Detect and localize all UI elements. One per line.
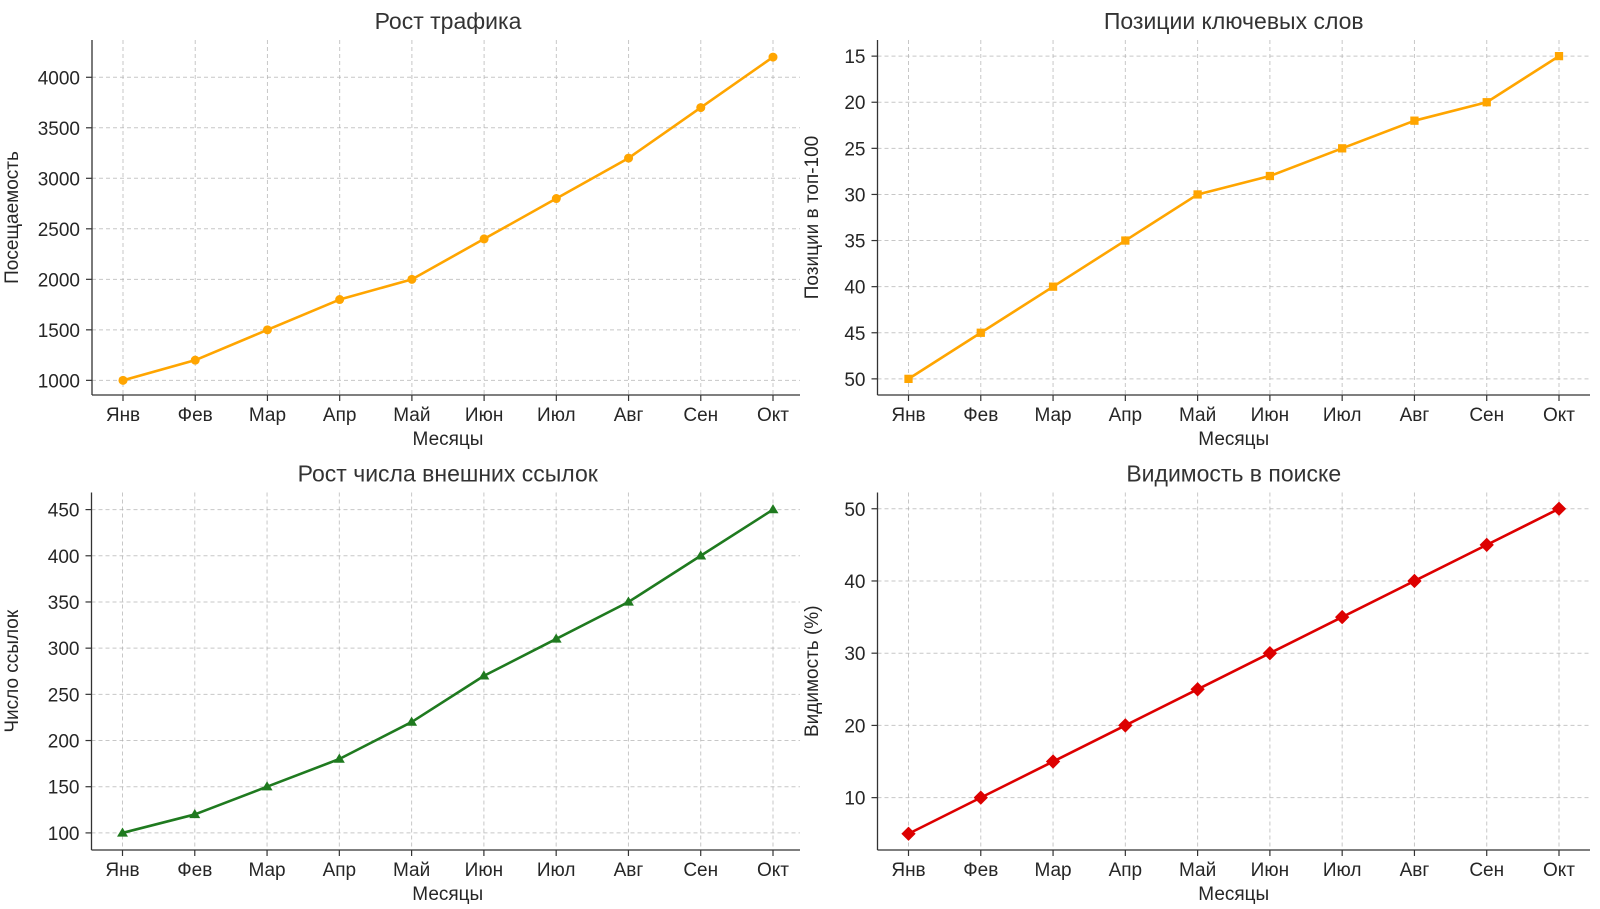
svg-text:350: 350 xyxy=(48,592,80,613)
svg-text:Июл: Июл xyxy=(1323,405,1362,426)
svg-text:Май: Май xyxy=(1179,860,1216,881)
svg-text:50: 50 xyxy=(844,499,865,520)
svg-text:Июл: Июл xyxy=(1323,860,1362,881)
svg-text:Авг: Авг xyxy=(614,405,644,426)
svg-text:2500: 2500 xyxy=(38,220,80,241)
svg-text:3500: 3500 xyxy=(38,119,80,140)
svg-text:Фев: Фев xyxy=(963,405,998,426)
svg-text:Май: Май xyxy=(393,860,430,881)
svg-text:Янв: Янв xyxy=(105,860,139,881)
svg-text:Месяцы: Месяцы xyxy=(412,884,483,905)
svg-text:Янв: Янв xyxy=(891,405,925,426)
svg-text:40: 40 xyxy=(844,278,865,299)
svg-text:Окт: Окт xyxy=(757,860,789,881)
svg-text:Апр: Апр xyxy=(1109,860,1143,881)
svg-text:35: 35 xyxy=(844,232,865,253)
svg-text:Фев: Фев xyxy=(178,405,213,426)
svg-text:Сен: Сен xyxy=(1469,405,1504,426)
svg-text:20: 20 xyxy=(844,716,865,737)
svg-text:1000: 1000 xyxy=(38,371,80,392)
svg-text:Мар: Мар xyxy=(249,405,286,426)
svg-text:Июн: Июн xyxy=(1251,860,1289,881)
svg-text:50: 50 xyxy=(844,370,865,391)
svg-text:Июн: Июн xyxy=(1251,405,1289,426)
svg-text:Месяцы: Месяцы xyxy=(1198,884,1269,905)
svg-text:Месяцы: Месяцы xyxy=(413,429,484,450)
svg-text:3000: 3000 xyxy=(38,169,80,190)
svg-text:Апр: Апр xyxy=(1109,405,1143,426)
svg-text:Янв: Янв xyxy=(106,405,140,426)
svg-text:Фев: Фев xyxy=(177,860,212,881)
svg-text:Видимость в поиске: Видимость в поиске xyxy=(1126,460,1341,486)
svg-text:Рост трафика: Рост трафика xyxy=(375,8,522,34)
svg-text:Посещаемость: Посещаемость xyxy=(2,151,23,284)
svg-text:Сен: Сен xyxy=(1469,860,1504,881)
svg-text:Авг: Авг xyxy=(1400,405,1430,426)
svg-text:Июл: Июл xyxy=(537,860,576,881)
svg-text:Окт: Окт xyxy=(1543,860,1575,881)
svg-text:Июл: Июл xyxy=(537,405,576,426)
svg-text:Авг: Авг xyxy=(614,860,644,881)
svg-text:Мар: Мар xyxy=(1034,405,1071,426)
svg-text:Июн: Июн xyxy=(465,405,503,426)
svg-text:Позиции в топ-100: Позиции в топ-100 xyxy=(802,136,823,299)
svg-text:150: 150 xyxy=(48,777,80,798)
svg-text:300: 300 xyxy=(48,639,80,660)
svg-text:200: 200 xyxy=(48,731,80,752)
svg-text:Окт: Окт xyxy=(757,405,789,426)
svg-text:400: 400 xyxy=(48,546,80,567)
svg-text:Видимость (%): Видимость (%) xyxy=(802,605,823,737)
svg-text:Мар: Мар xyxy=(248,860,285,881)
svg-text:Май: Май xyxy=(393,405,430,426)
svg-text:2000: 2000 xyxy=(38,270,80,291)
svg-text:Янв: Янв xyxy=(891,860,925,881)
svg-text:450: 450 xyxy=(48,500,80,521)
svg-text:100: 100 xyxy=(48,823,80,844)
svg-text:Рост числа внешних ссылок: Рост числа внешних ссылок xyxy=(298,460,599,486)
svg-text:Май: Май xyxy=(1179,405,1216,426)
svg-text:Июн: Июн xyxy=(465,860,503,881)
svg-text:Позиции ключевых слов: Позиции ключевых слов xyxy=(1104,8,1364,34)
svg-text:Апр: Апр xyxy=(323,405,357,426)
svg-text:Сен: Сен xyxy=(683,860,718,881)
svg-text:30: 30 xyxy=(844,644,865,665)
svg-text:30: 30 xyxy=(844,185,865,206)
svg-text:Месяцы: Месяцы xyxy=(1198,429,1269,450)
svg-text:Окт: Окт xyxy=(1543,405,1575,426)
svg-text:10: 10 xyxy=(844,788,865,809)
svg-text:Сен: Сен xyxy=(683,405,718,426)
svg-text:Фев: Фев xyxy=(963,860,998,881)
svg-text:Число ссылок: Число ссылок xyxy=(2,609,23,732)
svg-text:40: 40 xyxy=(844,571,865,592)
svg-text:15: 15 xyxy=(844,47,865,68)
svg-text:Апр: Апр xyxy=(323,860,357,881)
svg-text:Авг: Авг xyxy=(1400,860,1430,881)
svg-text:45: 45 xyxy=(844,324,865,345)
svg-text:250: 250 xyxy=(48,685,80,706)
svg-text:4000: 4000 xyxy=(38,68,80,89)
svg-text:20: 20 xyxy=(844,93,865,114)
svg-text:25: 25 xyxy=(844,139,865,160)
svg-text:1500: 1500 xyxy=(38,321,80,342)
svg-text:Мар: Мар xyxy=(1034,860,1071,881)
